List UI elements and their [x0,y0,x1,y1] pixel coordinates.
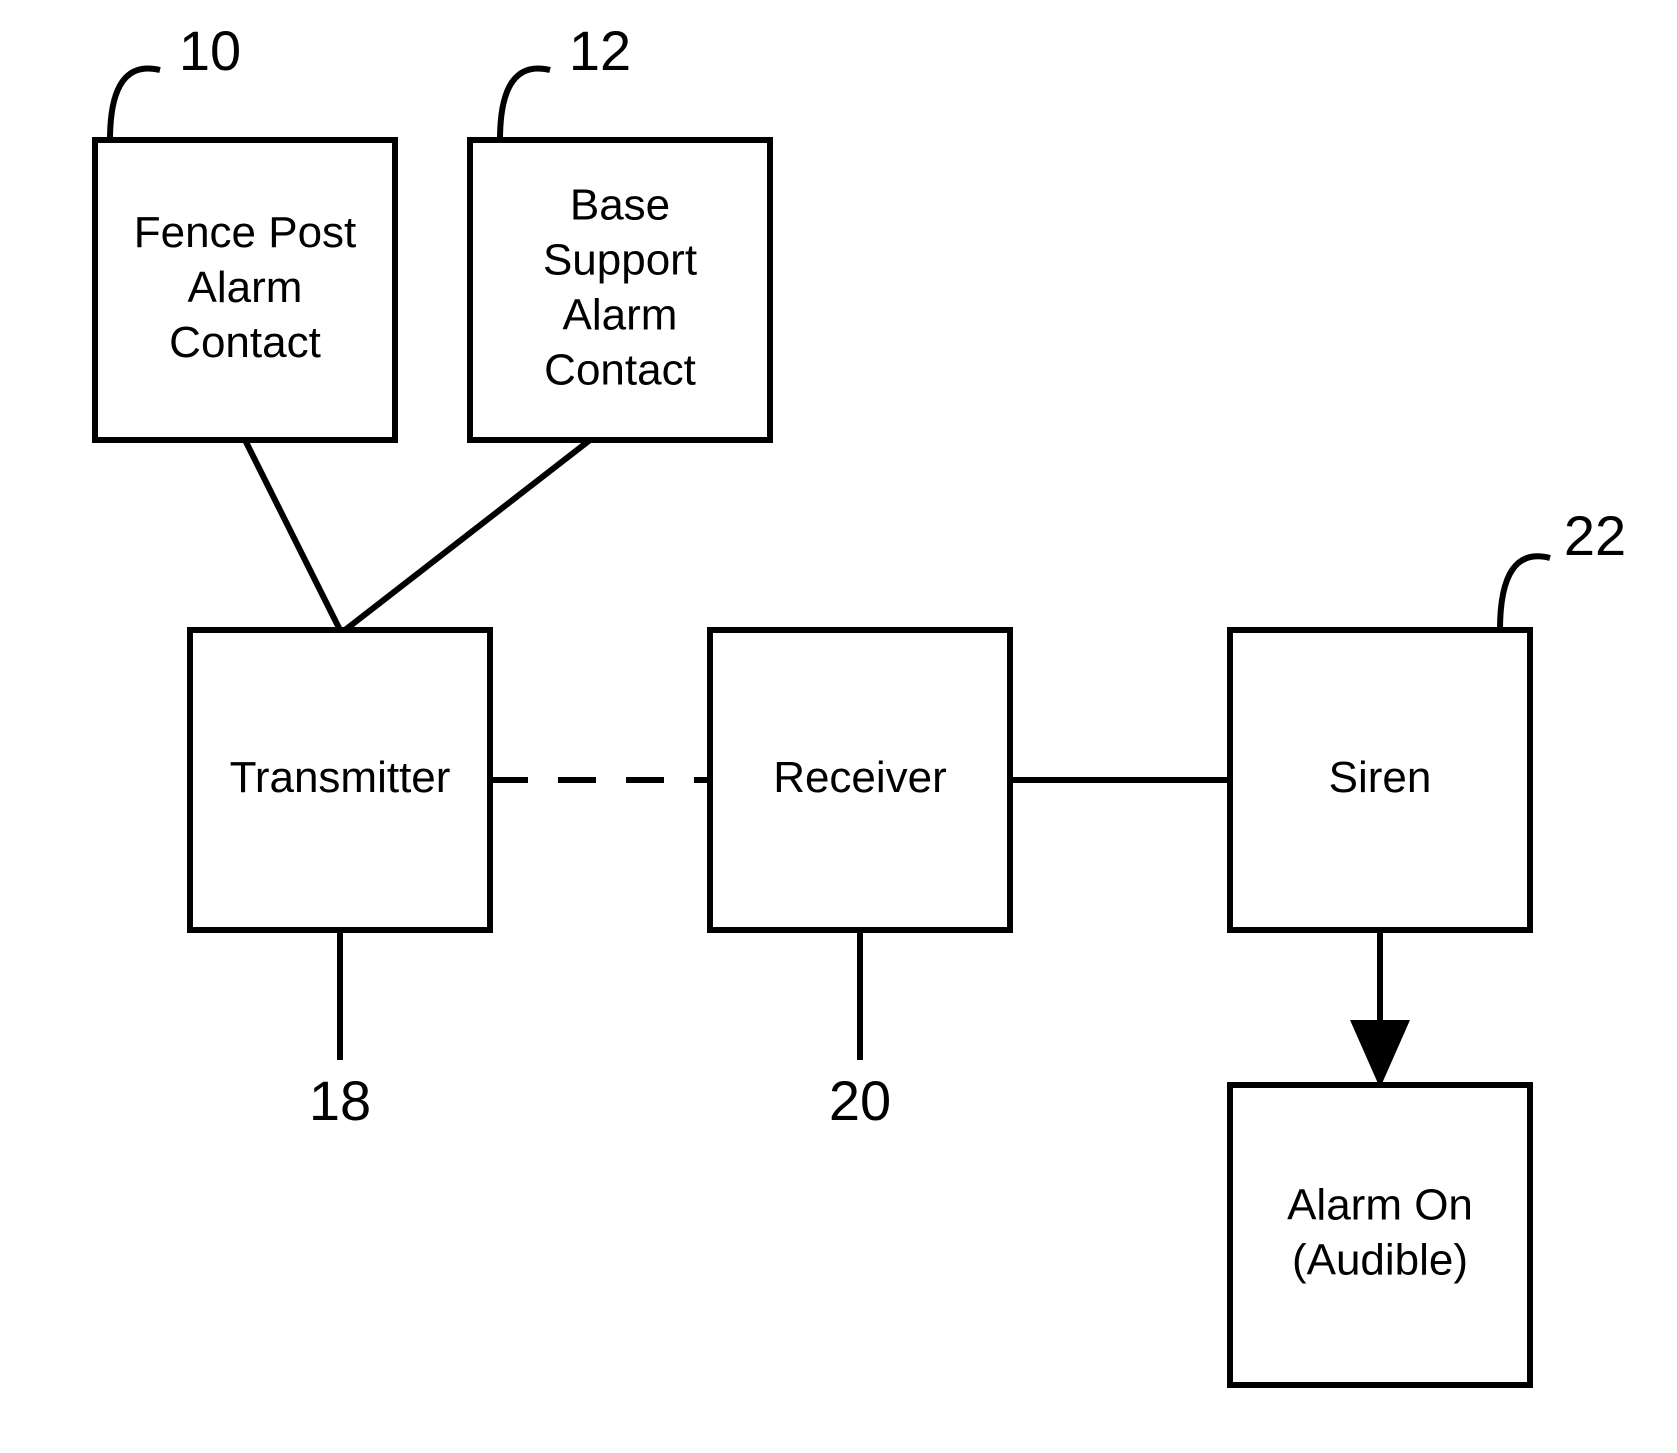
ref-n10: 10 [179,19,241,82]
leader-n10 [110,68,160,140]
node-siren-label: Siren [1329,753,1432,802]
edge-base-tx [345,440,590,630]
edge-fence-tx [245,440,340,630]
leader-n12 [500,68,550,140]
ref-n18: 18 [309,1069,371,1132]
leader-n22 [1500,556,1550,630]
ref-n12: 12 [569,19,631,82]
ref-n20: 20 [829,1069,891,1132]
node-tx-label: Transmitter [230,753,451,802]
node-rx-label: Receiver [773,753,947,802]
ref-n22: 22 [1564,504,1626,567]
